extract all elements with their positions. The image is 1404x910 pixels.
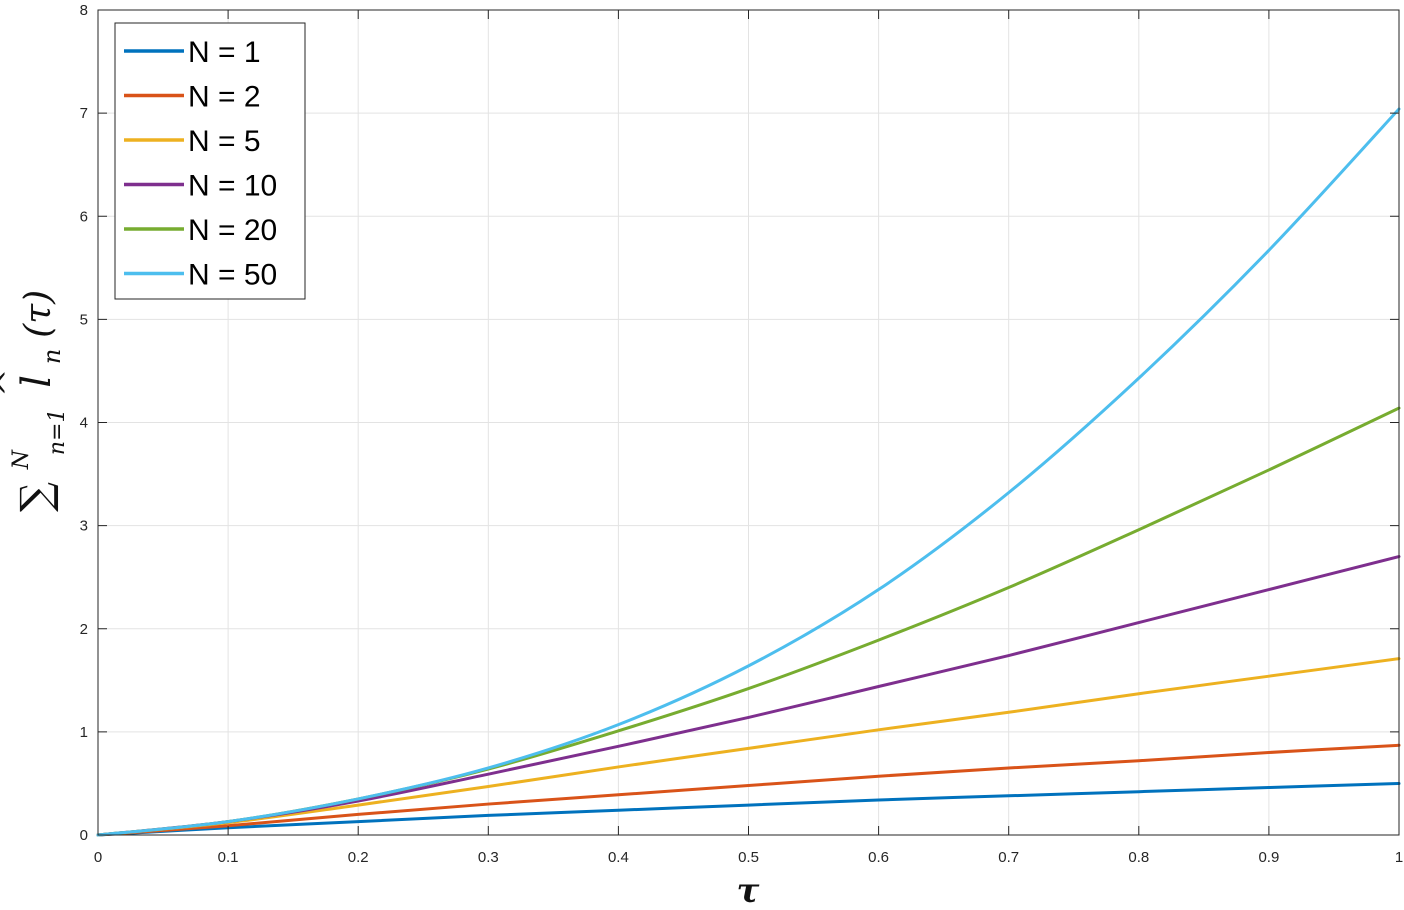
x-tick-label: 0.4	[608, 849, 629, 866]
y-label-hat: ^	[0, 369, 29, 398]
series-line-6	[96, 107, 1401, 837]
y-tick-label: 7	[80, 105, 88, 122]
legend-label: N = 50	[188, 259, 277, 292]
y-tick-label: 5	[80, 311, 88, 328]
ticks: 0 0.1 0.2 0.3 0.4 0.5 0.6 0.7 0.8 0.9 1 0 1 2 3 4 5 6 7 8	[80, 2, 1404, 866]
x-tick-label: 0.8	[1128, 849, 1149, 866]
x-tick-label: 1	[1395, 849, 1403, 866]
series-line-1	[96, 781, 1401, 837]
legend-label: N = 20	[188, 214, 277, 247]
y-label-sup: N	[9, 449, 34, 470]
legend: N = 1 N = 2 N = 5 N = 10 N = 20 N = 50	[114, 22, 306, 300]
x-tick-label: 0	[94, 849, 102, 866]
y-tick-label: 0	[80, 827, 88, 844]
y-tick-label: 2	[80, 621, 88, 638]
series-line-2	[96, 743, 1401, 837]
x-tick-label: 0.1	[218, 849, 239, 866]
x-tick-label: 0.2	[348, 849, 369, 866]
y-label-sub: n=1	[45, 409, 70, 456]
grid	[98, 10, 1399, 835]
x-tick-label: 0.6	[868, 849, 889, 866]
y-label-sum: ∑	[11, 482, 60, 512]
y-label-var: l	[14, 375, 60, 388]
legend-label: N = 5	[188, 125, 261, 158]
y-tick-label: 1	[80, 724, 88, 741]
y-label-arg: (τ)	[18, 290, 59, 338]
x-tick-label: 0.9	[1258, 849, 1279, 866]
x-axis-label: τ	[737, 871, 760, 910]
y-tick-label: 3	[80, 518, 88, 535]
legend-label: N = 10	[188, 170, 277, 203]
y-tick-label: 6	[80, 208, 88, 225]
y-label-var-sub: n	[38, 349, 66, 364]
series-layer	[96, 107, 1401, 837]
x-tick-label: 0.3	[478, 849, 499, 866]
y-axis-label: ∑ N n=1 l n (τ) ^	[0, 290, 73, 512]
legend-label: N = 1	[188, 36, 261, 69]
series-line-3	[96, 657, 1401, 837]
y-tick-label: 8	[80, 2, 88, 19]
x-tick-label: 0.7	[998, 849, 1019, 866]
x-tick-label: 0.5	[738, 849, 759, 866]
y-tick-label: 4	[80, 415, 88, 432]
svg-text:∑ N n=1 l: ∑ N n=1 l n (τ)	[0, 290, 73, 512]
legend-box	[114, 22, 306, 300]
legend-label: N = 2	[188, 81, 261, 114]
